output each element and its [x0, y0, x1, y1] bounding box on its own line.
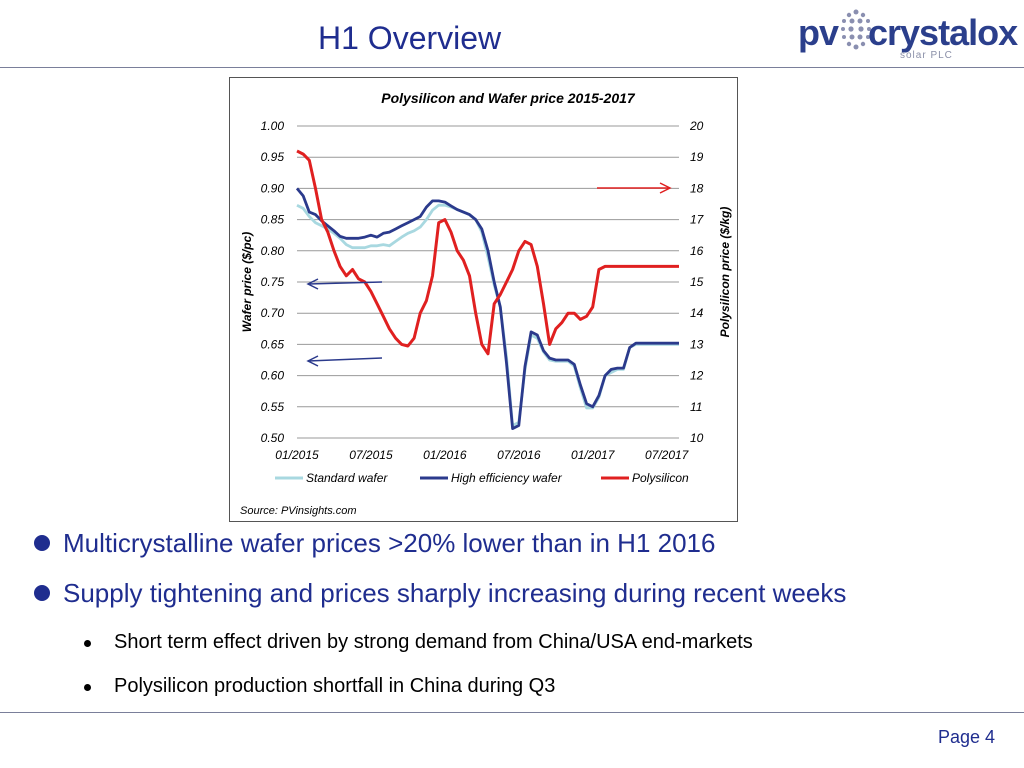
y2-tick-label: 14 [690, 306, 704, 320]
y-tick-label: 0.85 [261, 213, 285, 227]
bullet-dot-icon [34, 585, 50, 601]
bullet-text: Multicrystalline wafer prices >20% lower… [63, 528, 716, 558]
y2-axis-label: Polysilicon price ($/kg) [718, 207, 732, 338]
bullet-text: Supply tightening and prices sharply inc… [63, 578, 847, 608]
y2-tick-label: 18 [690, 181, 704, 195]
y-tick-label: 0.60 [261, 369, 285, 383]
price-chart: Polysilicon and Wafer price 2015-2017 0.5… [229, 77, 738, 522]
y2-tick-label: 15 [690, 275, 704, 289]
legend-label: Standard wafer [306, 471, 388, 485]
y-tick-label: 0.80 [261, 244, 285, 258]
polysilicon-axis-arrow-icon-head [659, 182, 672, 194]
y2-tick-label: 10 [690, 431, 704, 445]
x-tick-label: 01/2017 [571, 448, 616, 462]
footer-divider [0, 712, 1024, 713]
series-line-high-efficiency-wafer [295, 187, 679, 431]
x-tick-label: 07/2016 [497, 448, 541, 462]
page-number: Page 4 [938, 727, 996, 747]
sub-bullet-dot-icon [84, 684, 91, 691]
legend-label: High efficiency wafer [451, 471, 563, 485]
sub-bullet-text: Polysilicon production shortfall in Chin… [114, 675, 556, 697]
sub-bullet-text: Short term effect driven by strong deman… [114, 631, 753, 653]
x-tick-label: 01/2015 [275, 448, 319, 462]
y-tick-label: 0.55 [261, 400, 285, 414]
sub-bullet-dot-icon [84, 640, 91, 647]
chart-title: Polysilicon and Wafer price 2015-2017 [381, 90, 636, 106]
y-tick-label: 0.75 [261, 275, 285, 289]
y-tick-label: 1.00 [261, 119, 285, 133]
wafer-axis-arrow-icon-head [306, 278, 319, 290]
logo-pv: pv [798, 12, 839, 53]
series-line-polysilicon [296, 149, 679, 356]
logo-tagline: solar PLC [900, 50, 953, 61]
x-tick-label: 01/2016 [423, 448, 467, 462]
y2-tick-label: 20 [689, 119, 704, 133]
y-tick-label: 0.90 [261, 181, 285, 195]
legend-label: Polysilicon [632, 471, 689, 485]
page-title: H1 Overview [318, 20, 502, 56]
y-tick-label: 0.95 [261, 150, 285, 164]
y2-tick-label: 17 [690, 213, 705, 227]
y-axis-label: Wafer price ($/pc) [240, 232, 254, 332]
bullet-dot-icon [34, 535, 50, 551]
chart-svg: Polysilicon and Wafer price 2015-2017 0.5… [240, 90, 732, 517]
x-tick-label: 07/2015 [349, 448, 393, 462]
y-tick-label: 0.70 [261, 306, 285, 320]
y-tick-label: 0.65 [261, 337, 285, 351]
wafer-axis-arrow-icon-head [306, 355, 319, 367]
chart-source: Source: PVinsights.com [240, 505, 357, 517]
wafer-axis-arrow-icon [307, 357, 383, 362]
y2-tick-label: 13 [690, 337, 704, 351]
y-tick-label: 0.50 [261, 431, 285, 445]
wafer-axis-arrow-icon [307, 281, 383, 285]
y2-tick-label: 11 [690, 400, 702, 414]
logo-crystalox: crystalox [868, 12, 1018, 53]
company-logo: pv crystalox solar PLC [798, 6, 1020, 64]
y2-tick-label: 16 [690, 244, 704, 258]
y2-tick-label: 19 [690, 150, 704, 164]
logo-sphere-icon [841, 9, 871, 50]
header-divider [0, 67, 1024, 68]
x-tick-label: 07/2017 [645, 448, 690, 462]
y2-tick-label: 12 [690, 369, 704, 383]
